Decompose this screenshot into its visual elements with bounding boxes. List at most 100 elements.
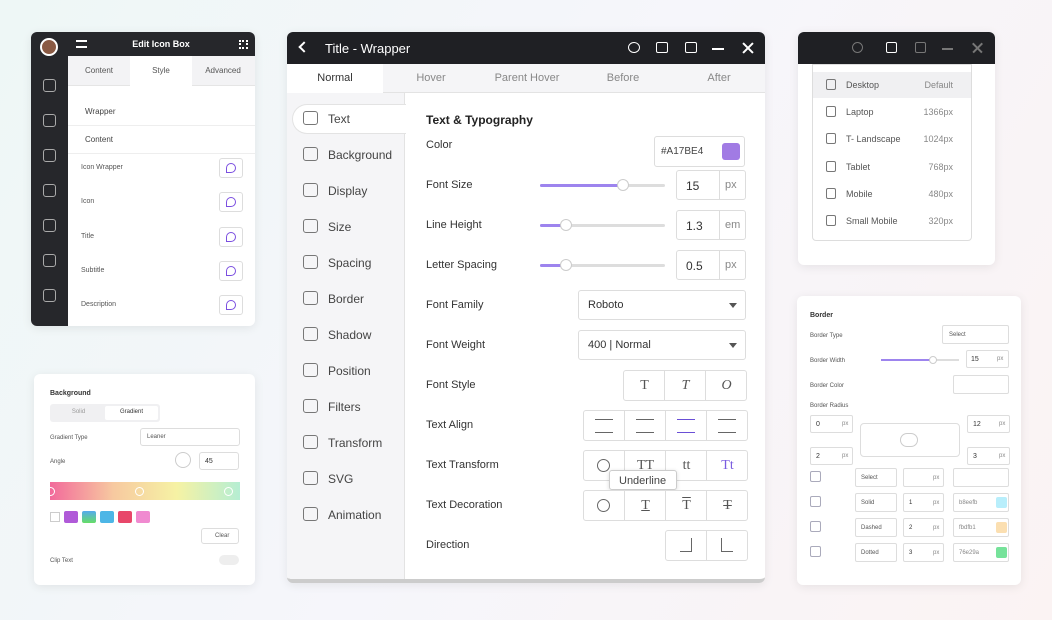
tab[interactable]: Normal [287, 64, 383, 93]
sidebar-icon[interactable] [303, 327, 318, 341]
sidebar-item[interactable]: Transform [328, 436, 383, 450]
icon-button[interactable] [219, 192, 243, 213]
icon-button[interactable] [219, 295, 243, 316]
link-button[interactable] [900, 433, 918, 447]
input[interactable]: px [903, 468, 944, 487]
sidebar-item[interactable]: Spacing [328, 256, 372, 270]
toggle[interactable] [219, 555, 239, 565]
more-icon[interactable] [685, 42, 697, 53]
header-icon[interactable] [915, 42, 926, 53]
sidebar-icon[interactable] [303, 255, 318, 269]
input[interactable]: 15 px [676, 170, 746, 200]
tab[interactable]: Gradient [105, 406, 158, 420]
toggle-button[interactable]: T [665, 490, 707, 521]
sidebar-icon[interactable] [43, 219, 56, 232]
checkbox[interactable] [810, 521, 821, 532]
device-option[interactable]: Small Mobile 320px [813, 208, 971, 234]
header-icon[interactable] [852, 42, 863, 53]
input[interactable]: 3 px [967, 447, 1010, 465]
toggle-button[interactable]: T [623, 370, 665, 401]
sidebar-item[interactable]: Size [328, 220, 352, 234]
toggle-button[interactable] [624, 410, 666, 441]
gradient-stop[interactable] [135, 487, 144, 496]
tab[interactable]: Solid [52, 406, 105, 420]
tab[interactable]: After [671, 64, 765, 93]
sidebar-icon[interactable] [43, 184, 56, 197]
toggle-button[interactable]: O [705, 370, 747, 401]
swatch[interactable] [100, 511, 114, 523]
sidebar-item[interactable]: Background [328, 148, 393, 162]
device-option[interactable]: Mobile 480px [813, 181, 971, 207]
icon-button[interactable] [219, 158, 243, 178]
sidebar-item[interactable]: Position [328, 364, 371, 378]
search-icon[interactable] [628, 42, 640, 53]
toggle-button[interactable] [706, 410, 748, 441]
tab[interactable]: Before [575, 64, 671, 93]
input[interactable] [953, 375, 1009, 394]
grid-icon[interactable] [239, 40, 248, 49]
swatch[interactable] [82, 511, 96, 523]
angle-knob[interactable] [175, 452, 191, 468]
slider-thumb[interactable] [929, 356, 937, 364]
sidebar-item[interactable]: Text [328, 112, 351, 126]
device-option[interactable]: Tablet 768px [813, 154, 971, 180]
input[interactable]: 76e29a [953, 543, 1009, 562]
sidebar-icon[interactable] [303, 291, 318, 305]
input[interactable]: 400 | Normal [578, 330, 746, 360]
sidebar-item[interactable]: Filters [328, 400, 361, 414]
sidebar-icon[interactable] [43, 254, 56, 267]
swatch[interactable] [118, 511, 132, 523]
input[interactable]: 1.3 em [676, 210, 746, 240]
input[interactable]: b8eefb [953, 493, 1009, 512]
input[interactable]: Solid [855, 493, 897, 512]
sidebar-icon[interactable] [303, 111, 318, 125]
sidebar-item[interactable]: Border [328, 292, 365, 306]
tab[interactable]: Content [68, 56, 130, 86]
toggle-button[interactable] [583, 490, 625, 521]
sidebar-icon[interactable] [303, 183, 318, 197]
sidebar-item[interactable]: Animation [328, 508, 382, 522]
icon-button[interactable] [219, 226, 243, 247]
gradient-stop[interactable] [46, 487, 55, 496]
tab[interactable]: Hover [383, 64, 479, 93]
input[interactable]: 2 px [810, 447, 853, 465]
sidebar-icon[interactable] [303, 219, 318, 233]
sidebar-icon[interactable] [43, 149, 56, 162]
swatch[interactable] [136, 511, 150, 523]
toggle-button[interactable]: T [664, 370, 706, 401]
checkbox[interactable] [810, 471, 821, 482]
menu-icon[interactable] [76, 40, 87, 48]
input[interactable]: 2 px [903, 518, 944, 537]
toggle-button[interactable]: T [624, 490, 666, 521]
sidebar-icon[interactable] [43, 114, 56, 127]
input[interactable]: 3 px [903, 543, 944, 562]
device-option[interactable]: Desktop Default [813, 72, 971, 98]
input[interactable]: fbdfb1 [953, 518, 1009, 537]
input[interactable] [953, 468, 1009, 487]
sidebar-icon[interactable] [303, 507, 318, 521]
input[interactable]: 12 px [967, 415, 1010, 433]
clear-button[interactable]: Clear [201, 528, 239, 544]
sidebar-item[interactable]: Display [328, 184, 368, 198]
toggle-button[interactable] [706, 530, 748, 561]
input[interactable]: Roboto [578, 290, 746, 320]
slider-thumb[interactable] [560, 219, 572, 231]
sidebar-icon[interactable] [303, 363, 318, 377]
sidebar-icon[interactable] [303, 399, 318, 413]
checkbox[interactable] [810, 496, 821, 507]
input[interactable]: Select [942, 325, 1009, 344]
sidebar-item[interactable]: Shadow [328, 328, 372, 342]
header-icon[interactable] [886, 42, 897, 53]
toggle-button[interactable] [583, 410, 625, 441]
add-swatch[interactable] [50, 512, 60, 522]
gradient-stop[interactable] [224, 487, 233, 496]
select[interactable]: Leaner [140, 428, 240, 446]
sidebar-icon[interactable] [43, 79, 56, 92]
input[interactable]: #A17BE4 [654, 136, 745, 167]
desktop-icon[interactable] [656, 42, 668, 53]
toggle-button[interactable] [665, 410, 707, 441]
input[interactable]: Select [855, 468, 897, 487]
angle-input[interactable]: 45 [199, 452, 239, 470]
device-option[interactable]: T- Landscape 1024px [813, 126, 971, 152]
sidebar-icon[interactable] [303, 471, 318, 485]
